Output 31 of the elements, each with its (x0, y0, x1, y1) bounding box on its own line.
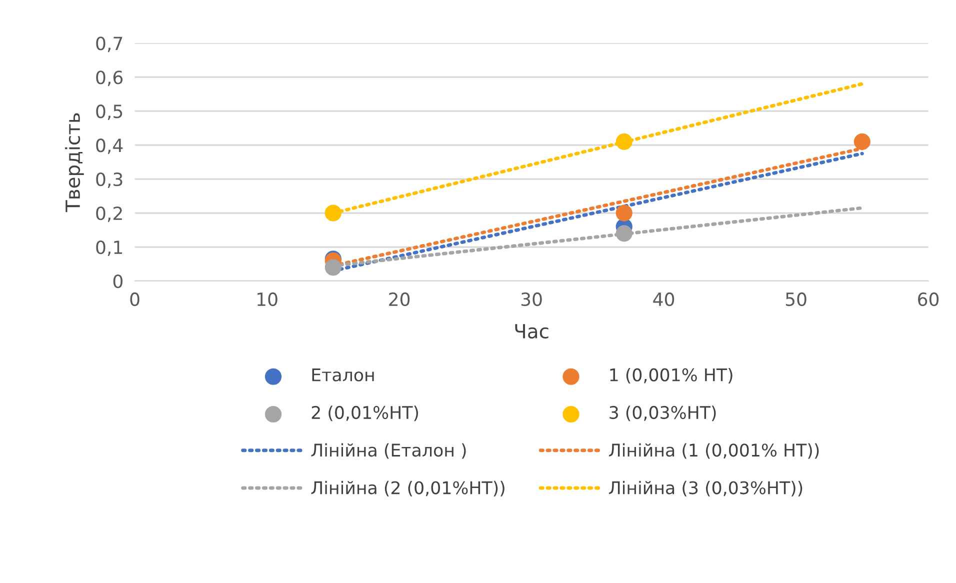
y-tick-label: 0,4 (96, 138, 123, 154)
x-tick-label: 60 (918, 292, 939, 306)
y-tick-label: 0 (113, 274, 122, 288)
y-tick-label: 0,2 (96, 206, 122, 222)
legend-label: 2 (0,01%НТ) (312, 406, 418, 422)
y-axis-title: Твердість (65, 113, 84, 212)
point (324, 204, 342, 222)
x-tick-label: 30 (521, 292, 542, 306)
y-tick-label: 0,5 (96, 104, 122, 120)
point (324, 259, 342, 276)
y-tick-label: 0,6 (96, 70, 123, 86)
point (854, 133, 870, 150)
point (616, 204, 632, 222)
legend-label: Еталон (312, 368, 374, 382)
y-tick-label: 0,3 (96, 172, 122, 188)
y-tick-label: 0,7 (96, 36, 122, 52)
legend-label: Лінійна (Еталон ) (311, 443, 466, 459)
point (616, 133, 632, 150)
legend-label: Лінійна (2 (0,01%НТ)) (311, 480, 504, 496)
x-tick-label: 50 (786, 292, 806, 306)
x-axis-title: Час (515, 324, 548, 339)
legend-label: 3 (0,03%НТ) (610, 406, 716, 422)
legend-label: 1 (0,001% НТ) (610, 368, 732, 384)
point (616, 225, 632, 242)
x-tick-label: 10 (258, 292, 278, 306)
legend-label: Лінійна (3 (0,03%НТ)) (609, 480, 802, 496)
y-tick-label: 0,1 (96, 240, 122, 256)
legend-label: Лінійна (1 (0,001% НТ)) (609, 443, 819, 459)
x-tick-label: 40 (653, 292, 674, 306)
x-tick-label: 20 (389, 292, 410, 306)
x-tick-label: 0 (130, 292, 140, 306)
